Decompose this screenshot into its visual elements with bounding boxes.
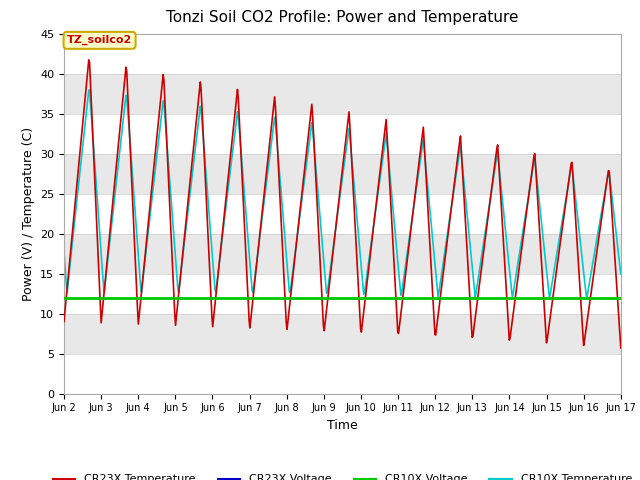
Bar: [64, 234, 621, 274]
Bar: [64, 73, 621, 114]
Bar: [64, 313, 621, 354]
Text: TZ_soilco2: TZ_soilco2: [67, 35, 132, 46]
Bar: [64, 154, 621, 193]
Legend: CR23X Temperature, CR23X Voltage, CR10X Voltage, CR10X Temperature: CR23X Temperature, CR23X Voltage, CR10X …: [49, 470, 636, 480]
X-axis label: Time: Time: [327, 419, 358, 432]
Title: Tonzi Soil CO2 Profile: Power and Temperature: Tonzi Soil CO2 Profile: Power and Temper…: [166, 11, 518, 25]
Y-axis label: Power (V) / Temperature (C): Power (V) / Temperature (C): [22, 127, 35, 300]
